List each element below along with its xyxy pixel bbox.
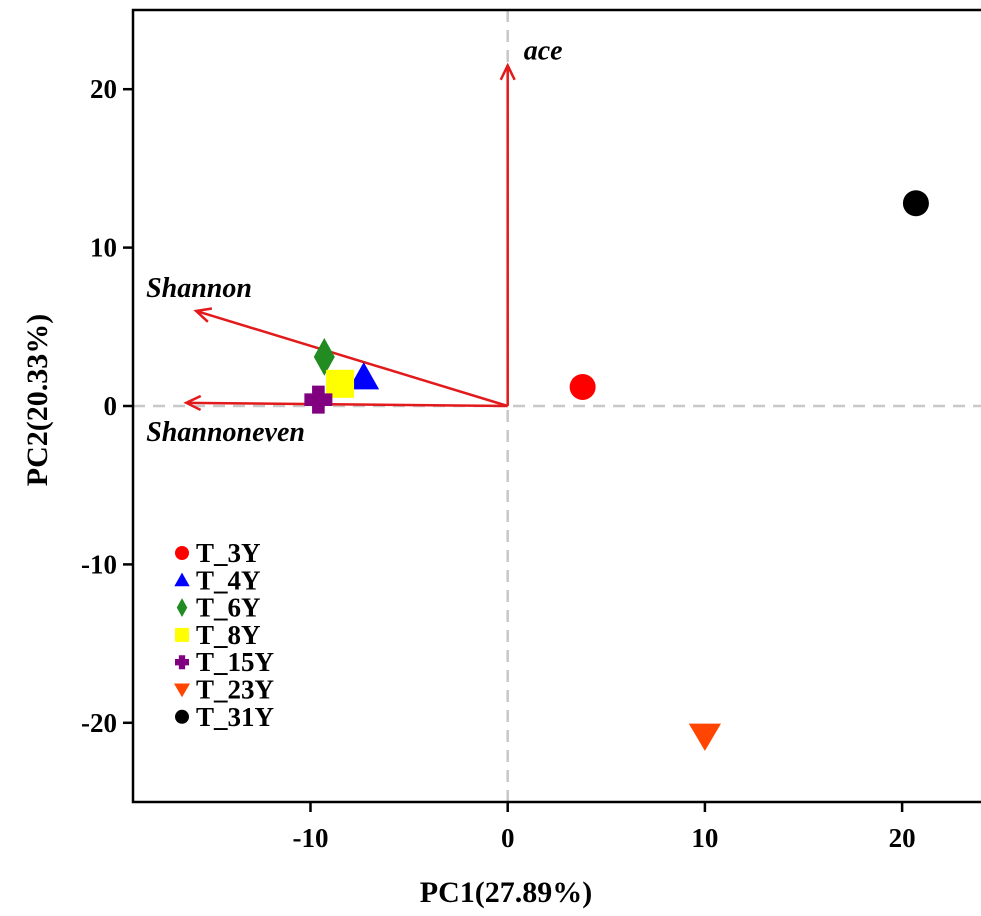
legend-label: T_4Y — [196, 565, 261, 595]
point-t-15y — [304, 385, 333, 414]
y-tick-label: 20 — [90, 74, 117, 104]
arrowhead — [183, 394, 202, 412]
legend-marker — [174, 572, 190, 587]
legend-label: T_31Y — [196, 702, 274, 732]
y-tick-label: 10 — [90, 233, 117, 263]
arrowhead — [499, 62, 516, 81]
legend-marker — [175, 709, 189, 724]
arrow-label-ace: ace — [524, 35, 563, 66]
loading-arrows: ace Shannon Shannoneven — [146, 35, 562, 447]
point-t-4y — [348, 362, 380, 390]
arrow-label-shannoneven: Shannoneven — [146, 417, 305, 448]
x-tick-label: -10 — [292, 823, 328, 853]
legend-marker — [176, 598, 188, 618]
point-t-23y — [688, 723, 722, 751]
legend-marker — [173, 683, 191, 698]
legend-label: T_6Y — [196, 593, 261, 623]
x-tick-label: 10 — [691, 823, 718, 853]
y-tick-label: 0 — [104, 391, 118, 421]
legend-label: T_15Y — [196, 647, 274, 677]
point-t-3y — [569, 373, 596, 400]
arrowhead — [193, 307, 213, 323]
legend-label: T_8Y — [196, 620, 261, 650]
y-tick-label: -20 — [81, 708, 117, 738]
axes: -10 0 10 20 -20 -10 0 10 20 — [81, 8, 981, 853]
point-t-6y — [313, 337, 335, 376]
legend-marker — [175, 627, 189, 642]
loading-arrow-shannoneven — [186, 401, 508, 408]
y-tick-label: -10 — [81, 549, 117, 579]
legend-marker — [175, 655, 189, 670]
point-t-8y — [326, 369, 355, 398]
x-tick-label: 0 — [501, 823, 515, 853]
x-tick-label: 20 — [889, 823, 916, 853]
y-axis-title: PC2(20.33%) — [21, 314, 54, 486]
arrow-label-shannon: Shannon — [146, 273, 252, 304]
legend-label: T_3Y — [196, 538, 261, 568]
legend-label: T_23Y — [196, 675, 274, 705]
loading-arrow-shannon — [195, 309, 509, 408]
data-points — [304, 190, 929, 751]
point-t-31y — [902, 190, 929, 217]
x-axis-title: PC1(27.89%) — [420, 876, 592, 909]
legend-marker — [175, 546, 189, 560]
